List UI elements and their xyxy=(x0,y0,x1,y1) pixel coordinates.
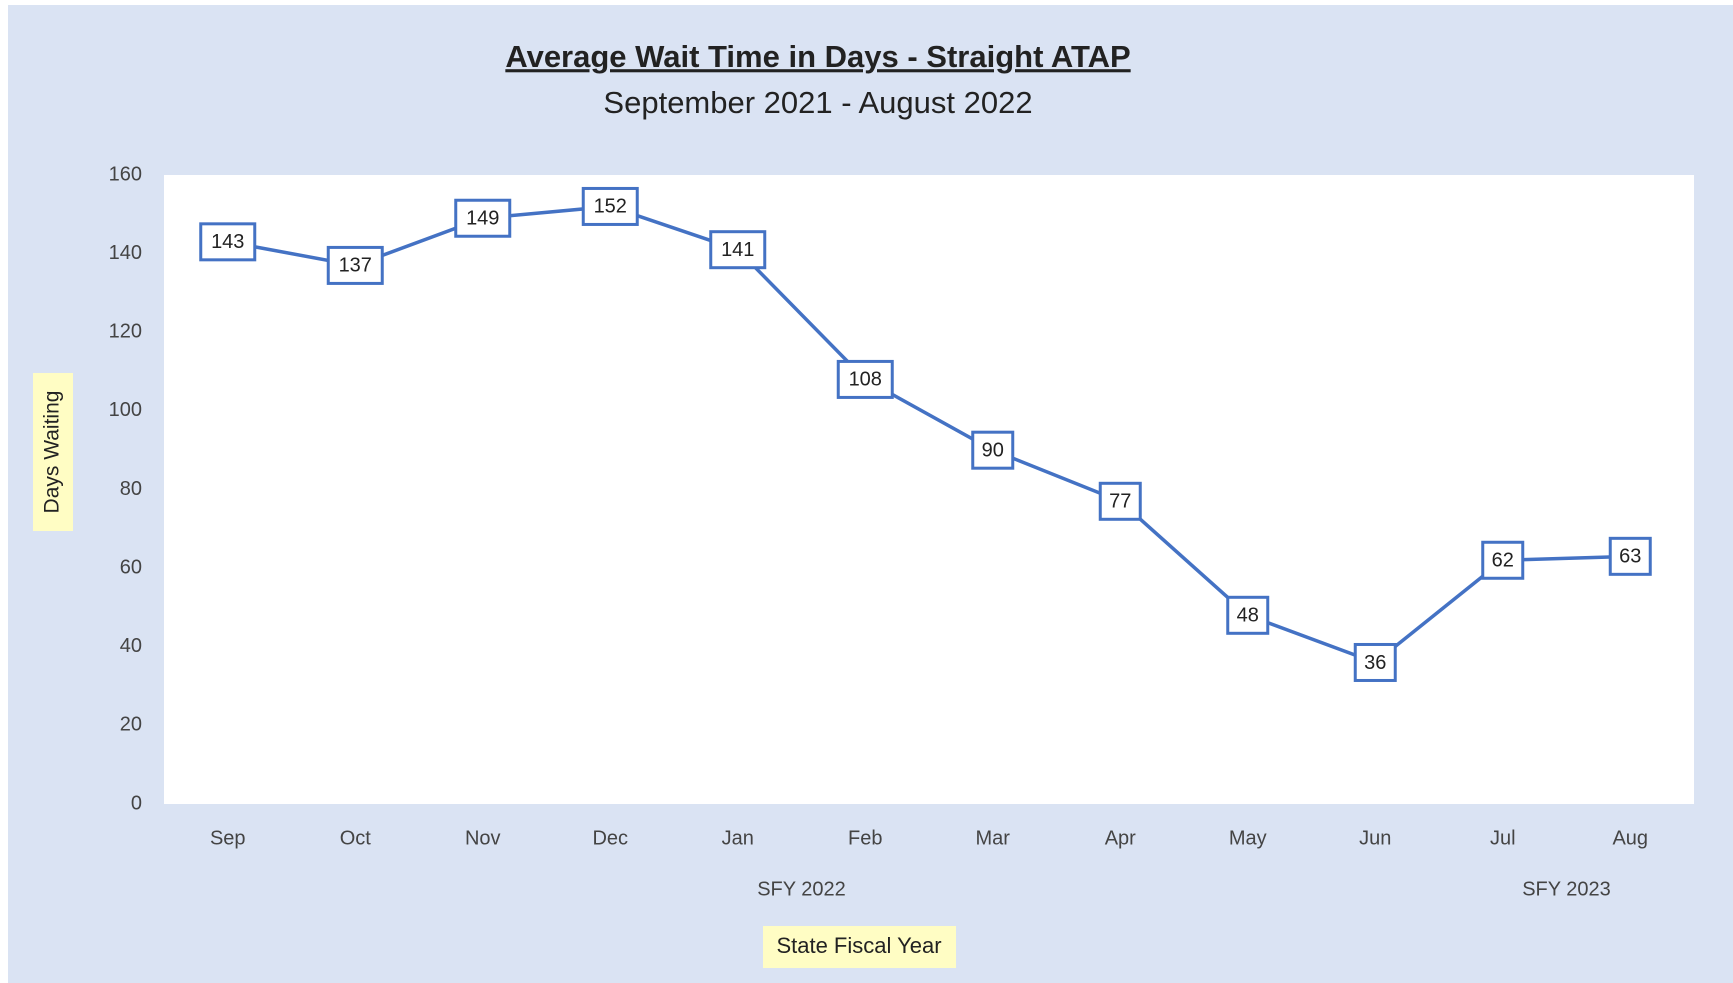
x-tick-label: Jun xyxy=(1359,827,1391,849)
y-axis-label: Days Waiting xyxy=(41,391,64,514)
data-label-box xyxy=(454,198,512,238)
y-tick-label: 40 xyxy=(120,635,142,657)
y-tick-label: 80 xyxy=(120,478,142,500)
data-label: 149 xyxy=(466,208,499,230)
data-label-box xyxy=(836,359,894,399)
x-tick-label: May xyxy=(1229,827,1267,849)
y-tick-label: 140 xyxy=(109,242,142,264)
x-axis-label: State Fiscal Year xyxy=(776,933,941,958)
data-label-box xyxy=(1098,481,1142,521)
data-label: 141 xyxy=(721,239,754,261)
x-tick-label: Feb xyxy=(848,827,882,849)
x-group-label: SFY 2022 xyxy=(757,878,846,900)
data-label-box xyxy=(709,230,767,270)
y-tick-label: 20 xyxy=(120,714,142,736)
data-label-box xyxy=(971,430,1015,470)
x-tick-label: Aug xyxy=(1612,827,1648,849)
y-tick-label: 100 xyxy=(109,399,142,421)
plot-area xyxy=(164,175,1694,804)
y-tick-label: 60 xyxy=(120,556,142,578)
y-tick-label: 0 xyxy=(131,792,142,814)
data-label-box xyxy=(581,186,639,226)
chart-subtitle: September 2021 - August 2022 xyxy=(603,85,1032,120)
x-tick-label: Mar xyxy=(976,827,1011,849)
data-label-box xyxy=(1481,540,1525,580)
y-tick-label: 160 xyxy=(109,163,142,185)
data-label: 90 xyxy=(982,439,1004,461)
data-label: 152 xyxy=(594,196,627,218)
data-label: 62 xyxy=(1492,550,1514,572)
y-label-bg xyxy=(33,373,73,531)
x-tick-label: Nov xyxy=(465,827,501,849)
data-label: 36 xyxy=(1364,652,1386,674)
x-tick-label: Sep xyxy=(210,827,246,849)
y-tick-label: 120 xyxy=(109,321,142,343)
x-label-bg xyxy=(763,926,956,968)
x-tick-label: Apr xyxy=(1105,827,1136,849)
x-group-label: SFY 2023 xyxy=(1522,878,1611,900)
data-label: 77 xyxy=(1109,491,1131,513)
data-label-box xyxy=(199,222,257,262)
data-label-box xyxy=(1353,642,1397,682)
chart-title: Average Wait Time in Days - Straight ATA… xyxy=(505,39,1130,74)
data-label-box xyxy=(1226,595,1270,635)
x-tick-label: Jul xyxy=(1490,827,1516,849)
data-label: 48 xyxy=(1237,605,1259,627)
data-label: 137 xyxy=(339,255,372,277)
x-tick-label: Oct xyxy=(340,827,372,849)
data-label: 63 xyxy=(1619,546,1641,568)
x-tick-label: Jan xyxy=(722,827,754,849)
data-label-box xyxy=(326,245,384,285)
data-label: 143 xyxy=(211,231,244,253)
data-label: 108 xyxy=(849,369,882,391)
x-tick-label: Dec xyxy=(592,827,628,849)
data-label-box xyxy=(1608,536,1652,576)
